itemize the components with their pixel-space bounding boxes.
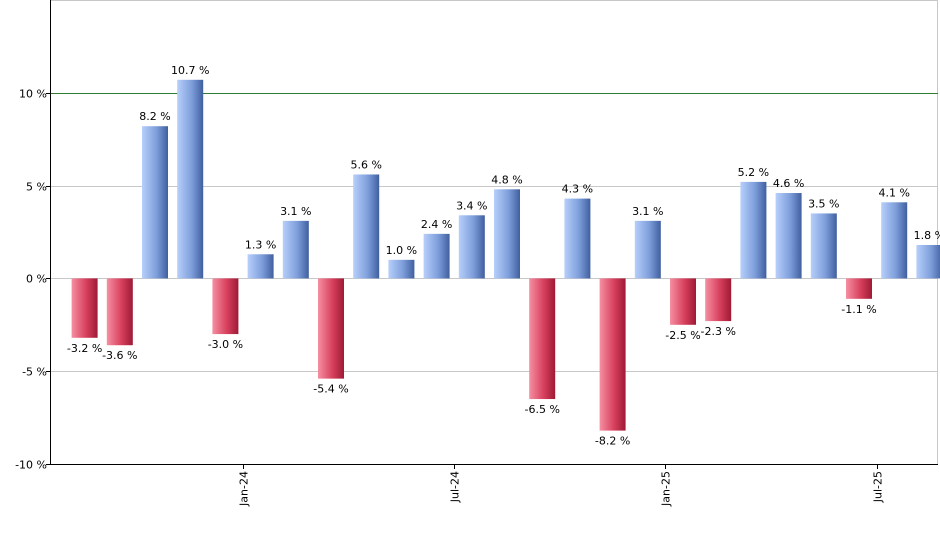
data-label: 1.0 %	[386, 244, 417, 257]
data-label: 1.8 %	[914, 229, 940, 242]
data-label: -2.5 %	[665, 329, 700, 342]
data-label: -3.2 %	[67, 342, 102, 355]
bar-feb-24	[247, 254, 274, 279]
bars	[71, 79, 940, 431]
bar-nov-24	[564, 198, 591, 279]
bar-mar-25	[705, 278, 732, 322]
axes: 10 % 5 % 0 % -5 % -10 % Jan-24 Jul-24 Jan-25 Jul…	[15, 0, 938, 507]
data-label: 3.5 %	[808, 197, 839, 210]
bar-jul-24	[423, 233, 450, 279]
bar-may-25	[775, 193, 802, 279]
x-tick-label: Jul-24	[449, 471, 462, 503]
data-label: 4.3 %	[562, 183, 593, 196]
data-label: -8.2 %	[595, 435, 630, 448]
bar-sep-24	[494, 189, 520, 279]
data-label: 4.8 %	[491, 173, 522, 186]
bar-jun-25	[810, 213, 837, 279]
bar-jul-25	[846, 278, 872, 299]
data-label: -2.3 %	[700, 325, 735, 338]
bar-oct-24	[529, 278, 556, 400]
y-tick-label: 5 %	[26, 181, 47, 194]
data-label: 4.6 %	[773, 177, 804, 190]
y-tick-label: -10 %	[15, 459, 47, 472]
data-label: 2.4 %	[421, 218, 452, 231]
data-label: -6.5 %	[524, 403, 559, 416]
y-tick-label: 0 %	[26, 273, 47, 286]
x-tick-label: Jan-25	[660, 471, 673, 507]
bar-dec-24	[599, 278, 626, 431]
bar-nov-23	[142, 126, 168, 279]
bar-apr-25	[740, 181, 767, 279]
bar-sep-23	[71, 278, 98, 338]
data-label: -3.0 %	[208, 338, 243, 351]
y-tick-label: -5 %	[22, 366, 47, 379]
data-label: -3.6 %	[102, 349, 137, 362]
data-label: 5.2 %	[738, 166, 769, 179]
data-labels: -3.2 %-3.6 % 8.2 % 10.7 % -3.0 % 1.3 % 3.1 % -…	[67, 64, 940, 448]
bar-jan-25	[634, 220, 661, 279]
data-label: 3.1 %	[632, 205, 663, 218]
data-label: 8.2 %	[139, 110, 170, 123]
bar-oct-23	[106, 278, 133, 346]
data-label: 3.1 %	[280, 205, 311, 218]
bar-aug-25	[881, 202, 908, 279]
data-label: -1.1 %	[841, 303, 876, 316]
bar-jun-24	[388, 259, 415, 279]
bar-jan-24	[212, 278, 239, 335]
bar-apr-24	[318, 278, 344, 379]
x-tick-label: Jan-24	[238, 471, 251, 507]
data-label: 10.7 %	[171, 64, 209, 77]
bar-mar-24	[282, 220, 309, 279]
bar-may-24	[353, 174, 380, 279]
y-tick-label: 10 %	[19, 88, 47, 101]
data-label: 3.4 %	[456, 199, 487, 212]
bar-aug-24	[458, 215, 485, 279]
data-label: -5.4 %	[313, 383, 348, 396]
x-tick-label: Jul-25	[872, 471, 885, 503]
data-label: 4.1 %	[878, 186, 909, 199]
bar-feb-25	[670, 278, 696, 325]
data-label: 1.3 %	[245, 238, 276, 251]
bar-sep-25	[916, 244, 940, 279]
data-label: 5.6 %	[350, 158, 381, 171]
bar-dec-23	[177, 79, 204, 279]
